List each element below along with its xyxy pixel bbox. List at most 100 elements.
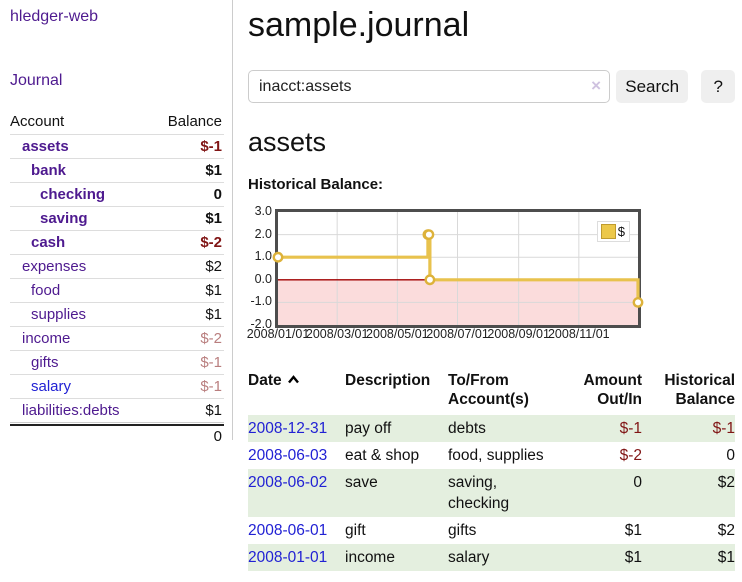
register-table: Date Description To/From Account(s) Amou… [248,369,735,571]
sidebar-account-balance: $-2 [200,330,222,347]
sidebar-account-link[interactable]: supplies [31,306,87,323]
register-body: 2008-12-31 pay off debts $-1 $-1 2008-06-03 ea… [248,415,735,571]
transaction-amount-cell: $1 [624,522,642,539]
y-axis-tick-label: 2.0 [254,226,272,241]
transaction-description-cell: pay off [345,420,392,437]
x-axis-tick-label: 2008/03/01 [305,327,369,341]
chart-plot-area: $ [272,209,644,328]
sidebar-account-link[interactable]: cash [31,234,66,251]
search-button[interactable]: Search [616,70,689,103]
page-title: sample.journal [248,6,470,44]
account-heading: assets [248,127,327,157]
historical-balance-chart: $ 3.0 2.0 1.0 0.0 -1.0 -2.0 2008/01/01 2008/03/… [247,204,735,344]
sidebar-account-row: salary $-1 [10,374,224,398]
transaction-balance-cell: 0 [726,447,735,464]
accounts-total-row: 0 [10,422,224,448]
sidebar-account-row: checking 0 [10,182,224,206]
transaction-amount-cell: $1 [624,549,642,566]
sort-ascending-icon [287,375,299,384]
accounts-header-balance: Balance [167,113,222,130]
x-axis-tick-label: 2008/09/01 [487,327,550,341]
transaction-date-cell: 2008-12-31 [248,415,345,442]
y-axis-tick-label: -1.0 [250,294,272,309]
transaction-accounts-cell: saving, checking [448,474,510,512]
data-point-marker [632,297,644,308]
sidebar-account-link[interactable]: saving [40,210,88,227]
sidebar-account-balance: $-1 [200,354,222,371]
transaction-date-cell: 2008-01-01 [248,544,345,571]
transaction-date-link[interactable]: 2008-01-01 [248,549,328,566]
sidebar-account-link[interactable]: liabilities:debts [22,402,120,419]
transaction-balance-cell: $-1 [712,420,735,437]
sidebar-account-link[interactable]: salary [31,378,72,395]
sidebar-account-link[interactable]: expenses [22,258,87,275]
transaction-description-cell: income [345,549,395,566]
sidebar-account-row: bank $1 [10,158,224,182]
register-row: 2008-12-31 pay off debts $-1 $-1 [248,415,735,442]
transaction-balance-cell: $1 [717,549,735,566]
data-point-marker [272,251,284,263]
search-box: × [248,70,610,103]
sidebar-account-link[interactable]: checking [40,186,106,203]
search-input[interactable] [248,70,610,103]
transaction-date-link[interactable]: 2008-06-02 [248,474,328,491]
register-row: 2008-06-01 gift gifts $1 $2 [248,517,735,544]
transaction-description-cell: gift [345,522,366,539]
x-axis-tick-label: 2008/07/01 [426,327,489,341]
transaction-amount-cell: $-1 [619,420,642,437]
chart-canvas [272,212,644,325]
sidebar-account-link[interactable]: income [22,330,71,347]
transaction-date-cell: 2008-06-01 [248,517,345,544]
x-axis-tick-label: 2008/01/01 [246,327,310,341]
sidebar-account-row: income $-2 [10,326,224,350]
transaction-date-link[interactable]: 2008-12-31 [248,420,328,437]
clear-search-icon[interactable]: × [591,76,601,95]
sidebar-account-link[interactable]: food [31,282,61,299]
sidebar-account-link[interactable]: bank [31,162,67,179]
y-axis-tick-label: 3.0 [254,204,272,218]
sidebar-account-link[interactable]: assets [22,138,69,155]
sidebar-account-balance: $-1 [200,378,222,395]
accounts-header: To/From Account(s) [448,372,529,408]
legend-swatch-icon [600,224,616,239]
chart-legend: $ [596,221,630,242]
accounts-table-header: Account Balance [10,110,224,134]
sidebar-account-row: liabilities:debts $1 [10,398,224,422]
legend-label: $ [617,224,625,239]
transaction-date-link[interactable]: 2008-06-01 [248,522,328,539]
sidebar-account-link[interactable]: gifts [31,354,59,371]
transaction-date-cell: 2008-06-02 [248,469,345,517]
sidebar-account-balance: $1 [205,162,222,179]
sidebar-account-balance: 0 [213,186,222,203]
date-header-label: Date [248,372,282,389]
sidebar-account-row: expenses $2 [10,254,224,278]
chart-title: Historical Balance: [248,176,384,193]
sort-by-date-header[interactable]: Date [248,369,345,415]
accounts-rows: assets $-1 bank $1 checking 0 saving $1 cash $-2 e… [10,134,224,422]
register-row: 2008-06-02 save saving, checking 0 $2 [248,469,735,517]
data-point-marker [424,274,436,286]
search-form: × Search ? [248,70,735,103]
transaction-description-cell: eat & shop [345,447,420,464]
sidebar-account-balance: $2 [205,258,222,275]
sidebar-account-balance: $-2 [200,234,222,251]
transaction-accounts-cell: food, supplies [448,447,544,464]
transaction-description-cell: save [345,474,378,491]
sidebar-account-row: gifts $-1 [10,350,224,374]
register-row: 2008-06-03 eat & shop food, supplies $-2 0 [248,442,735,469]
app-title-link[interactable]: hledger-web [10,8,99,25]
sidebar-item-journal[interactable]: Journal [10,72,63,89]
transaction-accounts-cell: salary [448,549,490,566]
register-header-row: Date Description To/From Account(s) Amou… [248,369,735,415]
description-header: Description [345,372,431,389]
amount-header: Amount Out/In [583,372,642,408]
y-axis-tick-label: 0.0 [254,271,272,286]
data-point-marker [423,229,435,241]
help-button[interactable]: ? [701,70,735,103]
accounts-total-value: 0 [213,428,222,445]
sidebar-account-row: food $1 [10,278,224,302]
sidebar-account-row: supplies $1 [10,302,224,326]
register-row: 2008-01-01 income salary $1 $1 [248,544,735,571]
transaction-date-link[interactable]: 2008-06-03 [248,447,328,464]
